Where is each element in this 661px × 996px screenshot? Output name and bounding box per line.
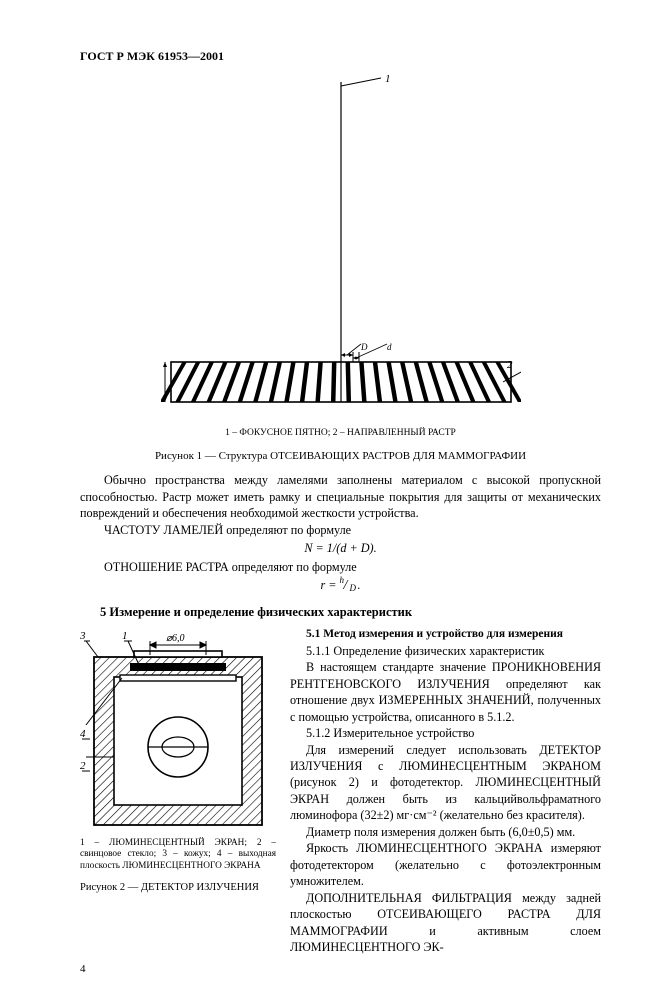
fig2-label-2: 2 bbox=[80, 760, 86, 772]
para-5-1-2-body-4: ДОПОЛНИТЕЛЬНАЯ ФИЛЬТРАЦИЯ между задней п… bbox=[290, 890, 601, 956]
para-3: ОТНОШЕНИЕ РАСТРА определяют по формуле bbox=[80, 559, 601, 575]
figure-2-column: ⌀6,0 3 1 4 2 bbox=[80, 627, 276, 955]
page: ГОСТ Р МЭК 61953—2001 1 D bbox=[0, 0, 661, 996]
para-5-1-2-body-3: Яркость ЛЮМИНЕСЦЕНТНОГО ЭКРАНА измеряют … bbox=[290, 840, 601, 889]
formula-1: N = 1/(d + D). bbox=[80, 540, 601, 556]
fig1-label-d: d bbox=[387, 342, 392, 352]
formula-2-bot: D bbox=[350, 582, 357, 594]
fig2-label-3: 3 bbox=[80, 630, 86, 642]
fig1-label-1: 1 bbox=[385, 73, 391, 85]
page-number: 4 bbox=[80, 962, 601, 977]
para-5-1-2-body-2: Диаметр поля измерения должен быть (6,0±… bbox=[290, 824, 601, 840]
fig2-label-4: 4 bbox=[80, 728, 86, 740]
para-1: Обычно пространства между ламелями запол… bbox=[80, 472, 601, 521]
figure-1-legend: 1 – ФОКУСНОЕ ПЯТНО; 2 – НАПРАВЛЕННЫЙ РАС… bbox=[80, 427, 601, 440]
para-5-1-1: 5.1.1 Определение физических характерист… bbox=[290, 643, 601, 659]
figure-2-caption: Рисунок 2 — ДЕТЕКТОР ИЗЛУЧЕНИЯ bbox=[80, 881, 276, 895]
two-column-block: ⌀6,0 3 1 4 2 bbox=[80, 627, 601, 955]
section-5-heading: 5 Измерение и определение физических хар… bbox=[80, 604, 601, 621]
figure-1-svg: 1 D d bbox=[161, 72, 521, 412]
para-5-1-2-body-1: Для измерений следует использовать ДЕТЕК… bbox=[290, 742, 601, 824]
para-5-1-1-body: В настоящем стандарте значение ПРОНИКНОВ… bbox=[290, 659, 601, 725]
section-5-1-body: 5.1 Метод измерения и устройство для изм… bbox=[290, 627, 601, 955]
figure-1: 1 D d bbox=[80, 72, 601, 416]
doc-header: ГОСТ Р МЭК 61953—2001 bbox=[80, 48, 601, 64]
figure-2-svg: ⌀6,0 3 1 4 2 bbox=[80, 627, 276, 827]
fig2-dia-label: ⌀6,0 bbox=[166, 633, 185, 644]
figure-1-caption: Рисунок 1 — Структура ОТСЕИВАЮЩИХ РАСТРО… bbox=[80, 449, 601, 464]
figure-2-legend: 1 – ЛЮМИНЕСЦЕНТНЫЙ ЭКРАН; 2 – свинцовое … bbox=[80, 838, 276, 873]
heading-5-1: 5.1 Метод измерения и устройство для изм… bbox=[290, 627, 601, 643]
fig2-label-1: 1 bbox=[122, 630, 128, 642]
formula-2: r = h / D . bbox=[80, 577, 601, 594]
para-5-1-2: 5.1.2 Измерительное устройство bbox=[290, 725, 601, 741]
fig1-label-2: 2 bbox=[507, 359, 513, 371]
para-2: ЧАСТОТУ ЛАМЕЛЕЙ определяют по формуле bbox=[80, 522, 601, 538]
formula-2-prefix: r = bbox=[320, 578, 339, 592]
fig1-label-D: D bbox=[360, 342, 368, 352]
